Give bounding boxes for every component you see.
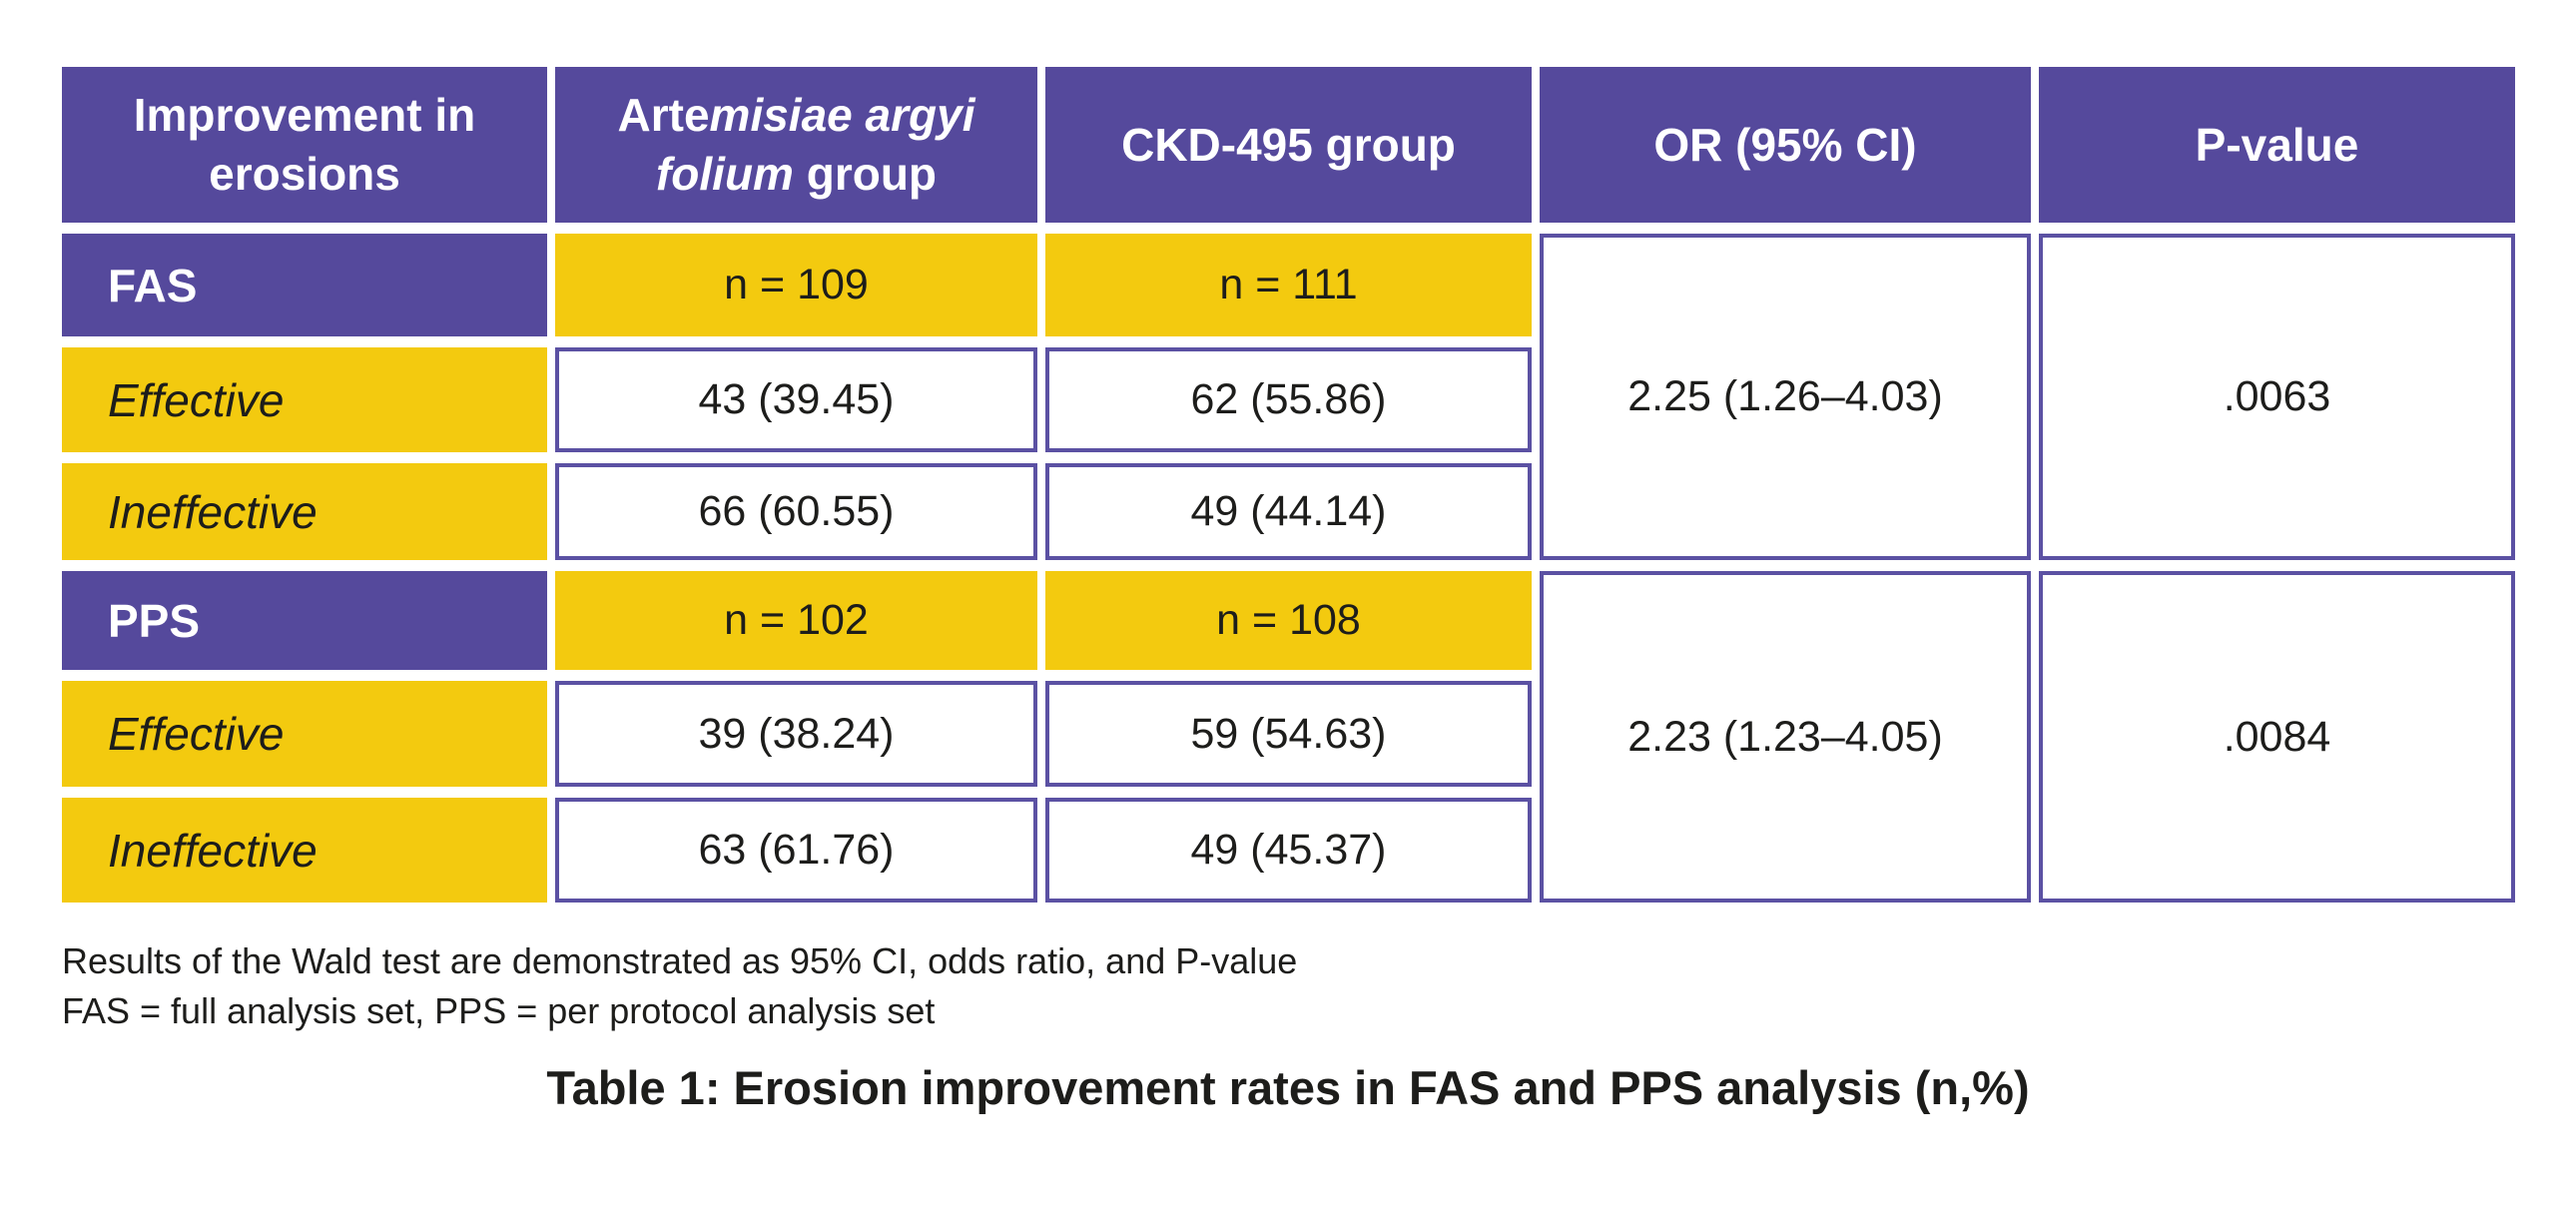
pps-ineffective-artemisiae: 63 (61.76) xyxy=(555,798,1037,903)
row-label: Ineffective xyxy=(108,824,318,877)
cell-value: 63 (61.76) xyxy=(698,826,895,874)
table-caption: Table 1: Erosion improvement rates in FA… xyxy=(546,1061,2030,1114)
pps-effective-artemisiae: 39 (38.24) xyxy=(555,681,1037,787)
n-value: n = 102 xyxy=(724,596,869,644)
table-footnotes: Results of the Wald test are demonstrate… xyxy=(62,936,1297,1036)
cell-value: 43 (39.45) xyxy=(698,375,895,423)
row-label-fas-ineffective: Ineffective xyxy=(62,463,547,560)
fas-n-ckd: n = 111 xyxy=(1045,234,1532,336)
pps-effective-ckd: 59 (54.63) xyxy=(1045,681,1532,787)
cell-value: 62 (55.86) xyxy=(1190,375,1387,423)
row-label: Effective xyxy=(108,708,285,760)
cell-value: 59 (54.63) xyxy=(1190,709,1387,758)
fas-effective-artemisiae: 43 (39.45) xyxy=(555,347,1037,452)
cell-value: 49 (44.14) xyxy=(1190,487,1387,535)
n-value: n = 108 xyxy=(1216,596,1361,644)
header-ckd-495-group: CKD-495 group xyxy=(1045,67,1532,223)
or-ci-value: 2.23 (1.23–4.05) xyxy=(1627,712,1943,761)
or-ci-value: 2.25 (1.26–4.03) xyxy=(1627,372,1943,420)
header-label: Improvement in erosions xyxy=(133,89,476,200)
fas-n-artemisiae: n = 109 xyxy=(555,234,1037,336)
section-label: FAS xyxy=(108,259,198,311)
pps-or-ci-cell: 2.23 (1.23–4.05) xyxy=(1540,571,2031,903)
section-label: PPS xyxy=(108,594,201,647)
header-improvement-in-erosions: Improvement in erosions xyxy=(62,67,547,223)
header-label: P-value xyxy=(2195,118,2359,171)
fas-p-value-cell: .0063 xyxy=(2039,234,2515,560)
row-label: Effective xyxy=(108,373,285,426)
header-label: Artemisiae argyi folium group xyxy=(617,89,975,200)
p-value: .0084 xyxy=(2223,712,2331,761)
header-artemisiae-group: Artemisiae argyi folium group xyxy=(555,67,1037,223)
row-label-pps-effective: Effective xyxy=(62,681,547,787)
n-value: n = 111 xyxy=(1219,261,1358,308)
pps-n-artemisiae: n = 102 xyxy=(555,571,1037,670)
erosion-improvement-table: Improvement in erosions Artemisiae argyi… xyxy=(62,67,2515,903)
pps-ineffective-ckd: 49 (45.37) xyxy=(1045,798,1532,903)
fas-ineffective-artemisiae: 66 (60.55) xyxy=(555,463,1037,560)
header-or-ci: OR (95% CI) xyxy=(1540,67,2031,223)
fas-ineffective-ckd: 49 (44.14) xyxy=(1045,463,1532,560)
pps-n-ckd: n = 108 xyxy=(1045,571,1532,670)
pps-p-value-cell: .0084 xyxy=(2039,571,2515,903)
footnote-wald-test: Results of the Wald test are demonstrate… xyxy=(62,940,1298,981)
row-label-pps: PPS xyxy=(62,571,547,670)
row-label-fas: FAS xyxy=(62,234,547,336)
fas-or-ci-cell: 2.25 (1.26–4.03) xyxy=(1540,234,2031,560)
header-label: OR (95% CI) xyxy=(1653,118,1917,171)
row-label-pps-ineffective: Ineffective xyxy=(62,798,547,903)
n-value: n = 109 xyxy=(724,261,869,308)
cell-value: 39 (38.24) xyxy=(698,709,895,758)
row-label: Ineffective xyxy=(108,485,318,538)
row-label-fas-effective: Effective xyxy=(62,347,547,452)
p-value: .0063 xyxy=(2223,372,2331,420)
fas-effective-ckd: 62 (55.86) xyxy=(1045,347,1532,452)
header-p-value: P-value xyxy=(2039,67,2515,223)
footnote-abbreviations: FAS = full analysis set, PPS = per proto… xyxy=(62,990,936,1031)
header-label: CKD-495 group xyxy=(1121,118,1456,171)
cell-value: 66 (60.55) xyxy=(698,487,895,535)
species-name-italic: misiae argyi folium xyxy=(655,89,975,200)
cell-value: 49 (45.37) xyxy=(1190,826,1387,874)
